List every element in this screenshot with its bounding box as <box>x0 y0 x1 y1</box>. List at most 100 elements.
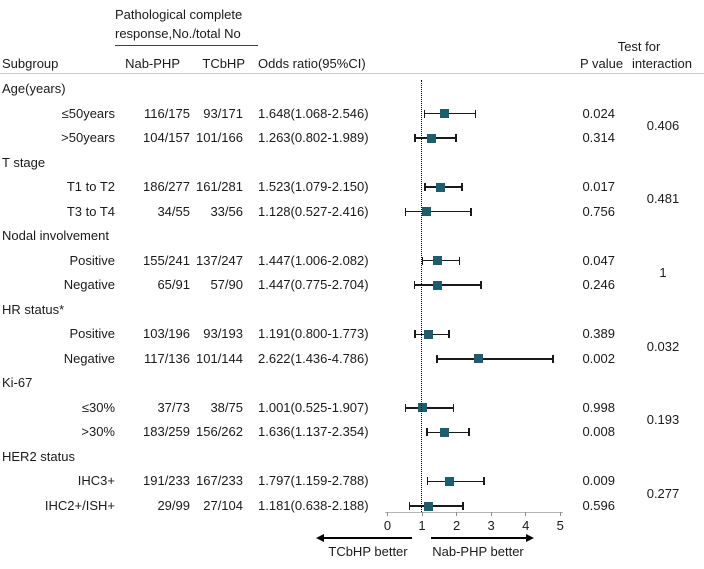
right-arrow-line <box>431 537 526 539</box>
x-axis-tick <box>387 512 388 516</box>
p-value: 0.756 <box>582 203 615 219</box>
subgroup-label: Positive <box>69 326 115 342</box>
ci-line <box>405 210 471 213</box>
p-value: 0.389 <box>582 326 615 342</box>
ci-cap-low <box>426 477 429 486</box>
x-axis-tick <box>490 512 492 516</box>
p-value: 0.009 <box>582 473 615 489</box>
odds-ratio-text: 2.622(1.436-4.786) <box>258 350 369 366</box>
response-title-underline <box>115 45 258 46</box>
subgroup-label: Negative <box>63 350 115 366</box>
nab-php-value: 186/277 <box>143 179 190 195</box>
p-value: 0.998 <box>582 399 615 415</box>
ci-cap-high <box>455 134 457 143</box>
header-rule <box>0 73 704 74</box>
p-value: 0.246 <box>582 277 615 293</box>
x-axis-tick <box>525 512 527 516</box>
tcbhp-value: 137/247 <box>196 252 243 268</box>
subgroup-label: >30% <box>81 424 115 440</box>
ci-line <box>437 358 553 360</box>
ci-cap-low <box>426 428 428 437</box>
ci-cap-high <box>470 207 472 216</box>
x-axis-tick-label: 2 <box>452 518 461 533</box>
tcbhp-value: 156/262 <box>196 424 243 440</box>
ci-cap-high <box>448 330 450 339</box>
p-value: 0.596 <box>582 498 615 513</box>
subgroup-label: T1 to T2 <box>66 179 115 195</box>
column-header-nab-php: Nab-PHP <box>125 56 180 71</box>
p-value: 0.047 <box>582 252 615 268</box>
ci-cap-low <box>404 403 407 412</box>
ci-cap-high <box>458 256 461 265</box>
x-axis-tick <box>456 512 458 516</box>
ci-line <box>414 284 481 286</box>
p-value: 0.017 <box>582 179 615 195</box>
ci-cap-high <box>480 281 482 290</box>
nab-php-value: 103/196 <box>143 326 190 342</box>
nab-php-value: 191/233 <box>143 473 190 489</box>
odds-ratio-marker <box>445 476 455 486</box>
subgroup-label: Positive <box>69 252 115 268</box>
odds-ratio-text: 1.128(0.527-2.416) <box>258 203 369 219</box>
interaction-p-value: 0.193 <box>646 412 680 428</box>
interaction-p-value: 0.406 <box>646 117 680 133</box>
interaction-p-value: 0.032 <box>646 338 680 354</box>
group-label: T stage <box>2 154 46 170</box>
tcbhp-value: 167/233 <box>196 473 243 489</box>
x-axis-tick <box>421 512 423 516</box>
odds-ratio-marker <box>432 280 442 290</box>
p-value: 0.002 <box>582 350 615 366</box>
p-value: 0.008 <box>582 424 615 440</box>
interaction-p-value: 0.277 <box>646 485 680 501</box>
tcbhp-value: 93/193 <box>203 326 243 342</box>
ci-cap-low <box>423 109 426 118</box>
x-axis-tick <box>559 512 561 516</box>
right-arrow-head-icon <box>526 534 534 542</box>
interaction-p-value: 1 <box>659 264 667 280</box>
ci-cap-high <box>552 354 554 363</box>
nab-php-value: 116/175 <box>143 105 190 121</box>
group-label: Age(years) <box>2 81 66 96</box>
subgroup-label: ≤30% <box>81 399 115 415</box>
odds-ratio-marker <box>439 109 449 119</box>
odds-ratio-marker <box>421 207 431 217</box>
subgroup-label: IHC2+/ISH+ <box>44 498 115 513</box>
ci-cap-low <box>414 134 416 143</box>
x-axis-tick-label: 3 <box>487 518 495 533</box>
subgroup-label: T3 to T4 <box>66 203 115 219</box>
ci-cap-high <box>461 183 463 192</box>
nab-php-value: 29/99 <box>157 498 190 513</box>
tcbhp-value: 101/166 <box>196 130 243 146</box>
ci-cap-high <box>483 477 485 486</box>
nab-php-value: 155/241 <box>143 252 190 268</box>
tcbhp-value: 161/281 <box>196 179 243 195</box>
column-header-tcbhp: TCbHP <box>202 56 245 71</box>
p-value: 0.314 <box>582 130 615 146</box>
reference-line <box>421 80 422 512</box>
right-arrow-label: Nab-PHP better <box>432 544 524 559</box>
x-axis-tick-label: 4 <box>522 518 530 533</box>
ci-cap-low <box>404 207 407 216</box>
ci-cap-low <box>421 256 423 265</box>
odds-ratio-marker <box>417 403 427 413</box>
subgroup-label: Negative <box>63 277 115 293</box>
nab-php-value: 65/91 <box>157 277 190 293</box>
left-arrow-line <box>322 537 412 539</box>
odds-ratio-marker <box>426 133 436 143</box>
ci-cap-high <box>468 428 470 437</box>
tcbhp-value: 101/144 <box>196 350 243 366</box>
odds-ratio-text: 1.001(0.525-1.907) <box>258 399 369 415</box>
ci-line <box>427 480 484 483</box>
x-axis-tick-label: 5 <box>556 518 564 533</box>
ci-cap-low <box>424 183 426 192</box>
tcbhp-value: 33/56 <box>210 203 243 219</box>
column-header-odds-ratio: Odds ratio(95%CI) <box>258 56 366 71</box>
odds-ratio-text: 1.648(1.068-2.546) <box>258 105 369 121</box>
subgroup-label: >50years <box>61 130 115 146</box>
group-label: HER2 status <box>2 448 75 464</box>
odds-ratio-text: 1.447(0.775-2.704) <box>258 277 369 293</box>
left-arrow-head-icon <box>316 534 324 542</box>
tcbhp-value: 57/90 <box>210 277 243 293</box>
column-header-p-value: P value <box>580 56 624 71</box>
x-axis-tick-label: 0 <box>383 518 392 533</box>
